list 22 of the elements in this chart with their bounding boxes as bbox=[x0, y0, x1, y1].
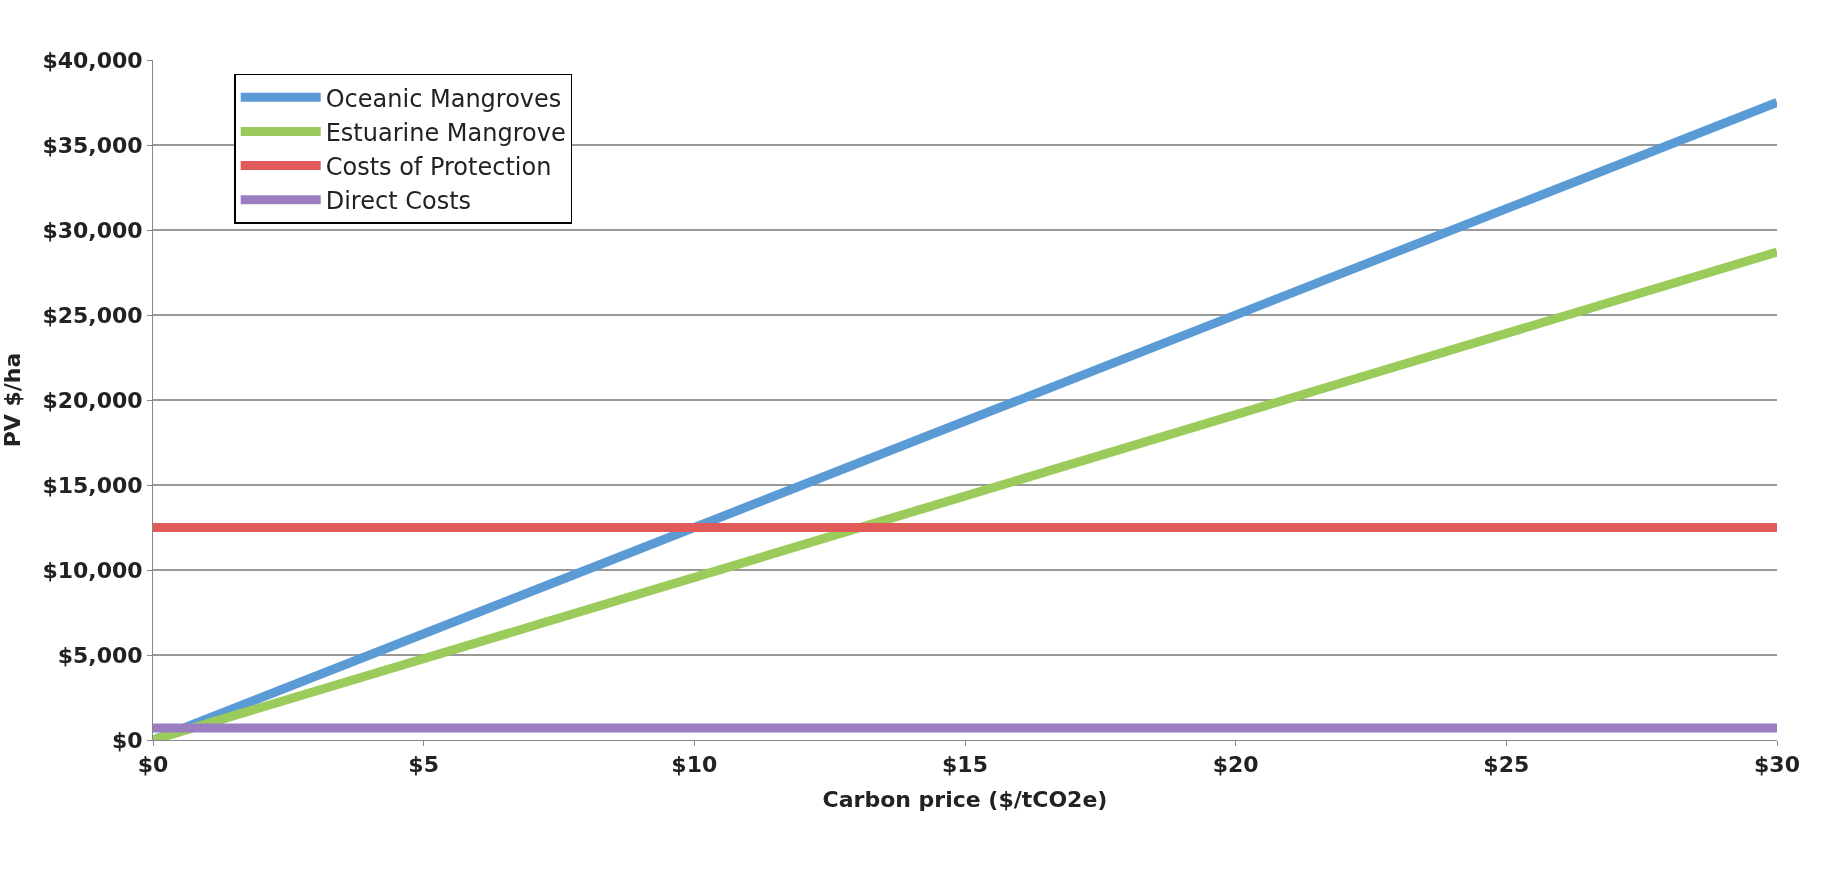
y-tick-label: $35,000 bbox=[42, 132, 143, 158]
y-tick-label: $20,000 bbox=[42, 387, 143, 413]
y-tick-label: $40,000 bbox=[42, 47, 143, 73]
x-tick-label: $25 bbox=[1483, 752, 1530, 778]
y-tick-label: $0 bbox=[111, 727, 143, 753]
x-tick-label: $15 bbox=[942, 752, 988, 778]
legend-label: Costs of Protection bbox=[325, 152, 552, 181]
x-tick-label: $30 bbox=[1754, 752, 1800, 778]
y-tick-label: $30,000 bbox=[42, 217, 143, 243]
x-axis-title: Carbon price ($/tCO2e) bbox=[822, 787, 1108, 813]
x-tick-label: $10 bbox=[671, 752, 718, 778]
y-tick-label: $5,000 bbox=[57, 642, 143, 668]
x-tick-label: $20 bbox=[1212, 752, 1259, 778]
y-tick-label: $25,000 bbox=[42, 302, 143, 328]
x-tick-label: $0 bbox=[137, 752, 169, 778]
legend-label: Oceanic Mangroves bbox=[325, 84, 562, 113]
legend-label: Estuarine Mangrove bbox=[325, 118, 566, 147]
y-tick-label: $15,000 bbox=[42, 472, 143, 498]
y-axis-title: PV $/ha bbox=[0, 352, 26, 448]
x-tick-label: $5 bbox=[408, 752, 439, 778]
y-tick-label: $10,000 bbox=[42, 557, 143, 583]
legend-label: Direct Costs bbox=[325, 187, 472, 216]
